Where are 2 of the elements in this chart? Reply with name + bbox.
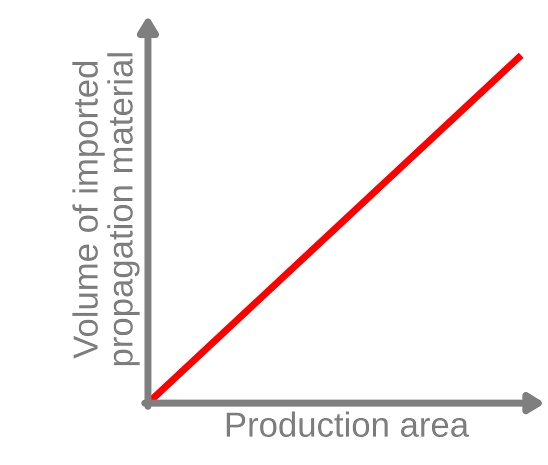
x-axis-title: Production area xyxy=(226,411,470,437)
y-axis-title: Volume of imported propagation material xyxy=(72,53,140,366)
